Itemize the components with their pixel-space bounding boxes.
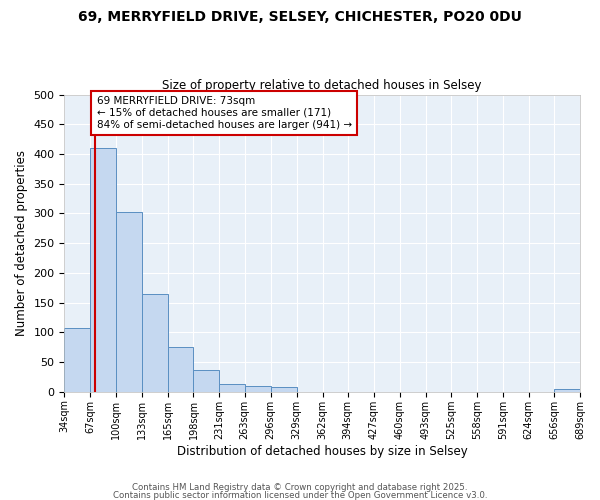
Bar xyxy=(245,386,271,392)
Bar xyxy=(554,390,580,392)
Bar xyxy=(167,346,193,392)
Bar xyxy=(91,148,116,392)
Y-axis label: Number of detached properties: Number of detached properties xyxy=(15,150,28,336)
Bar xyxy=(142,294,167,392)
Text: Contains public sector information licensed under the Open Government Licence v3: Contains public sector information licen… xyxy=(113,490,487,500)
Bar xyxy=(116,212,142,392)
Bar xyxy=(64,328,91,392)
Bar xyxy=(193,370,220,392)
Text: Contains HM Land Registry data © Crown copyright and database right 2025.: Contains HM Land Registry data © Crown c… xyxy=(132,484,468,492)
Bar xyxy=(220,384,245,392)
Text: 69, MERRYFIELD DRIVE, SELSEY, CHICHESTER, PO20 0DU: 69, MERRYFIELD DRIVE, SELSEY, CHICHESTER… xyxy=(78,10,522,24)
Text: 69 MERRYFIELD DRIVE: 73sqm
← 15% of detached houses are smaller (171)
84% of sem: 69 MERRYFIELD DRIVE: 73sqm ← 15% of deta… xyxy=(97,96,352,130)
Title: Size of property relative to detached houses in Selsey: Size of property relative to detached ho… xyxy=(163,79,482,92)
X-axis label: Distribution of detached houses by size in Selsey: Distribution of detached houses by size … xyxy=(177,444,467,458)
Bar xyxy=(271,387,296,392)
